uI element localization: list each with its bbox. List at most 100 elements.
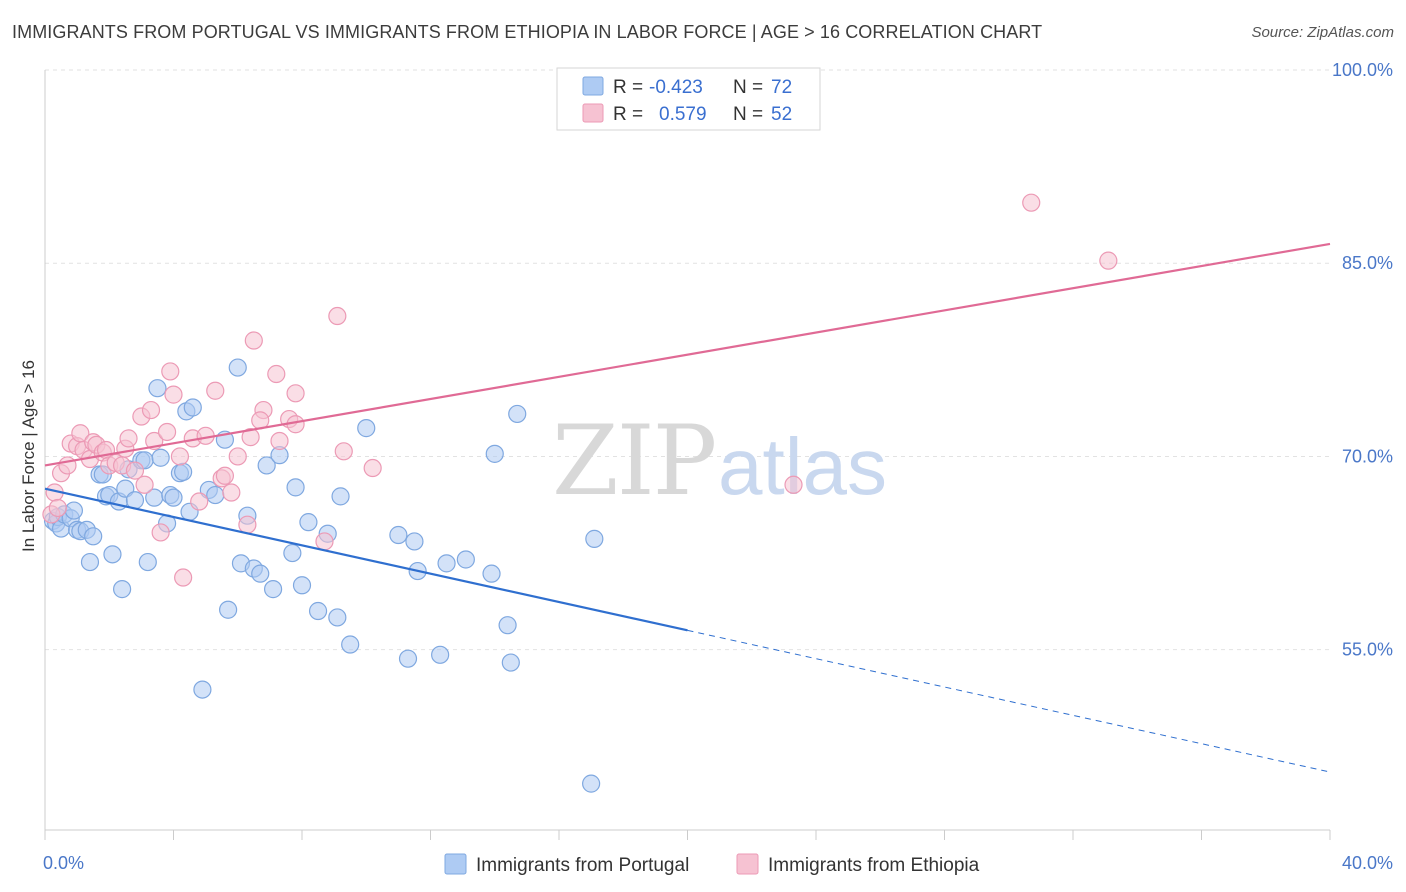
point-portugal-49: [286, 478, 305, 497]
trend-line-portugal: [44, 487, 688, 632]
point-ethiopia-39: [241, 428, 260, 447]
legend-r-label: R =: [613, 77, 643, 98]
legend-n-label: N =: [733, 104, 763, 125]
bottom-legend-label-ethiopia: Immigrants from Ethiopia: [768, 855, 980, 876]
y-tick-label-0: 55.0%: [1342, 640, 1393, 660]
point-portugal-45: [251, 564, 270, 583]
trend-lines: [44, 242, 1331, 773]
point-portugal-57: [341, 635, 360, 654]
point-ethiopia-48: [315, 532, 334, 551]
point-portugal-32: [174, 462, 193, 481]
point-ethiopia-22: [141, 400, 161, 420]
legend-swatch-portugal: [582, 76, 604, 96]
point-portugal-38: [206, 485, 225, 505]
y-axis-title: In Labor Force | Age > 16: [19, 360, 38, 552]
bottom-legend-swatch-ethiopia: [736, 853, 759, 875]
point-portugal-70: [508, 404, 527, 424]
bottom-legend-label-portugal: Immigrants from Portugal: [476, 855, 689, 876]
legend-n-label: N =: [733, 77, 763, 98]
point-ethiopia-50: [334, 442, 353, 461]
legend-r-value-ethiopia: 0.579: [659, 104, 707, 125]
point-ethiopia-33: [206, 381, 225, 400]
point-portugal-51: [299, 513, 318, 532]
chart-title: IMMIGRANTS FROM PORTUGAL VS IMMIGRANTS F…: [12, 22, 1043, 42]
trend-line-portugal-extension: [687, 629, 1331, 773]
legend-n-value-ethiopia: 52: [771, 104, 792, 125]
point-ethiopia-24: [151, 523, 170, 542]
legend-swatch-ethiopia: [582, 103, 604, 123]
x-tick-label-0: 0.0%: [43, 853, 84, 873]
series-legend: Immigrants from Portugal Immigrants from…: [444, 853, 980, 876]
legend-r-value-portugal: -0.423: [649, 77, 703, 98]
watermark-zip: ZIP: [552, 405, 715, 517]
point-ethiopia-36: [222, 483, 241, 502]
point-ethiopia-44: [270, 431, 289, 451]
point-ethiopia-21: [135, 475, 154, 494]
point-portugal-58: [357, 419, 376, 438]
point-ethiopia-27: [164, 385, 183, 404]
bottom-legend-swatch-portugal: [444, 853, 467, 875]
point-ethiopia-25: [157, 422, 177, 442]
y-tick-label-2: 85.0%: [1342, 253, 1393, 273]
point-portugal-26: [148, 379, 167, 398]
point-portugal-50: [283, 543, 302, 563]
point-ethiopia-26: [161, 362, 180, 381]
point-ethiopia-54: [1099, 251, 1118, 270]
point-portugal-36: [193, 680, 212, 699]
point-portugal-61: [405, 532, 424, 551]
point-portugal-56: [331, 487, 350, 506]
watermark: ZIP atlas: [552, 405, 887, 517]
point-portugal-30: [164, 488, 183, 507]
point-portugal-65: [456, 550, 475, 569]
point-portugal-67: [485, 444, 504, 463]
point-portugal-6: [64, 501, 84, 520]
point-ethiopia-35: [215, 466, 234, 485]
point-ethiopia-18: [119, 429, 138, 448]
point-portugal-47: [263, 580, 283, 599]
legend-r-label: R =: [613, 104, 643, 125]
watermark-atlas: atlas: [718, 422, 887, 511]
x-tick-label-1: 40.0%: [1342, 853, 1393, 873]
point-ethiopia-28: [170, 447, 190, 466]
point-ethiopia-51: [363, 458, 382, 478]
legend-n-value-portugal: 72: [771, 77, 792, 98]
point-portugal-11: [84, 527, 103, 546]
axes: [44, 70, 1331, 840]
point-ethiopia-40: [244, 331, 263, 350]
point-portugal-27: [151, 448, 170, 467]
point-portugal-60: [398, 649, 418, 668]
point-portugal-19: [116, 479, 135, 498]
point-ethiopia-2: [48, 498, 67, 518]
point-portugal-16: [103, 545, 122, 564]
y-tick-label-3: 100.0%: [1332, 60, 1393, 80]
point-ethiopia-31: [190, 492, 209, 511]
point-portugal-40: [219, 600, 238, 619]
point-ethiopia-53: [1022, 193, 1041, 212]
point-ethiopia-52: [784, 475, 803, 494]
point-portugal-53: [308, 601, 328, 621]
point-portugal-64: [437, 554, 456, 573]
point-ethiopia-37: [228, 447, 247, 466]
point-portugal-52: [292, 576, 312, 595]
point-ethiopia-29: [174, 568, 193, 587]
point-portugal-71: [585, 529, 604, 548]
point-portugal-68: [498, 616, 517, 635]
point-ethiopia-19: [125, 461, 145, 480]
correlation-legend: R = -0.423 N = 72 R = 0.579 N = 52: [556, 67, 821, 131]
trend-line-ethiopia: [44, 242, 1331, 467]
point-portugal-59: [389, 525, 408, 545]
point-portugal-24: [138, 552, 157, 572]
scatter-points: [42, 193, 1118, 793]
x-tick-labels: 0.0% 40.0%: [43, 853, 1393, 873]
point-ethiopia-49: [328, 306, 347, 326]
point-portugal-69: [501, 653, 520, 672]
point-ethiopia-43: [267, 364, 286, 384]
point-portugal-72: [582, 774, 601, 793]
point-portugal-35: [183, 398, 202, 417]
y-tick-labels: 55.0% 70.0% 85.0% 100.0%: [1332, 60, 1393, 660]
point-ethiopia-46: [286, 384, 305, 403]
point-portugal-66: [482, 564, 501, 583]
point-portugal-41: [228, 358, 247, 377]
point-portugal-10: [80, 552, 100, 572]
